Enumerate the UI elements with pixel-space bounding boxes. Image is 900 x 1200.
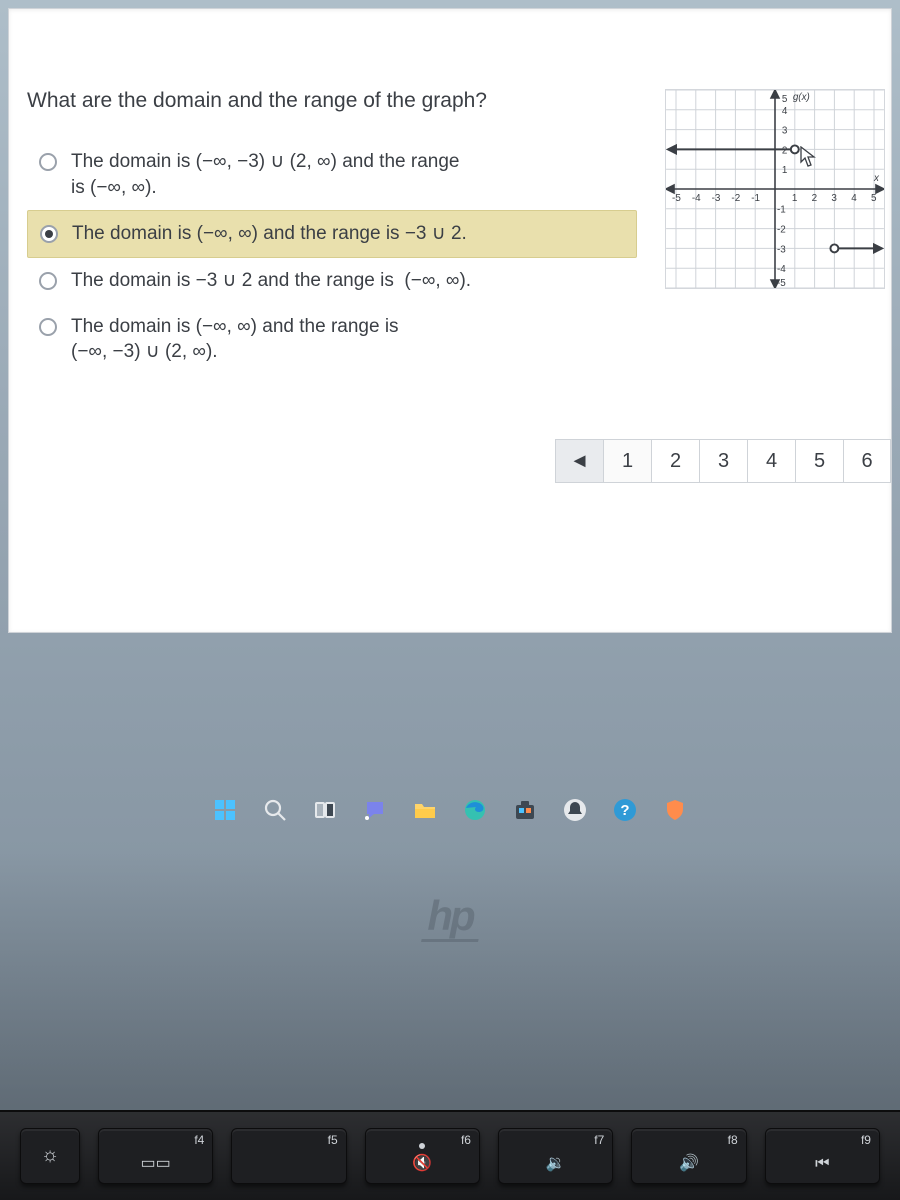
svg-text:g(x): g(x) [793, 92, 810, 103]
security-icon[interactable] [657, 792, 693, 828]
search-icon[interactable] [257, 792, 293, 828]
help-icon[interactable]: ? [607, 792, 643, 828]
svg-text:1: 1 [792, 193, 798, 204]
svg-text:-2: -2 [777, 225, 786, 236]
choice-text-a: The domain is (−∞, −3) ∪ (2, ∞) and the … [71, 149, 459, 200]
answer-choice-a[interactable]: The domain is (−∞, −3) ∪ (2, ∞) and the … [27, 139, 637, 210]
pager-page-5[interactable]: 5 [795, 439, 843, 483]
svg-text:?: ? [620, 802, 629, 819]
svg-text:3: 3 [831, 193, 837, 204]
pager-page-3[interactable]: 3 [699, 439, 747, 483]
radio-c[interactable] [39, 272, 57, 290]
svg-text:3: 3 [782, 126, 788, 137]
svg-text:2: 2 [812, 193, 818, 204]
screen-bezel-shadow [0, 850, 900, 1110]
key-f5[interactable]: f5 [231, 1128, 346, 1184]
svg-text:5: 5 [782, 94, 788, 105]
pager-prev-button[interactable]: ◄ [555, 439, 603, 483]
choice-text-b: The domain is (−∞, ∞) and the range is −… [72, 221, 467, 247]
answer-choice-d[interactable]: The domain is (−∞, ∞) and the range is (… [27, 304, 637, 375]
svg-text:4: 4 [782, 106, 788, 117]
start-icon[interactable] [207, 792, 243, 828]
pager-page-1[interactable]: 1 [603, 439, 651, 483]
svg-text:2: 2 [782, 145, 788, 156]
hp-logo: hp [427, 892, 472, 940]
taskview-icon[interactable] [307, 792, 343, 828]
laptop-keyboard: ☼ f4 ▭▭ f5 f6 🔇 f7 🔉 f8 🔊 f9 ⏮ [0, 1110, 900, 1200]
pager-page-4[interactable]: 4 [747, 439, 795, 483]
svg-text:1: 1 [782, 165, 788, 176]
svg-text:-2: -2 [731, 193, 740, 204]
key-f6[interactable]: f6 🔇 [365, 1128, 480, 1184]
choice-text-d: The domain is (−∞, ∞) and the range is (… [71, 314, 399, 365]
radio-b[interactable] [40, 225, 58, 243]
key-f4[interactable]: f4 ▭▭ [98, 1128, 213, 1184]
explorer-icon[interactable] [407, 792, 443, 828]
svg-text:-1: -1 [777, 205, 786, 216]
answer-choice-b[interactable]: The domain is (−∞, ∞) and the range is −… [27, 210, 637, 258]
choice-text-c: The domain is −3 ∪ 2 and the range is (−… [71, 268, 471, 294]
hp-bell-icon[interactable] [557, 792, 593, 828]
radio-d[interactable] [39, 318, 57, 336]
svg-text:-3: -3 [712, 193, 721, 204]
answer-choices: The domain is (−∞, −3) ∪ (2, ∞) and the … [27, 139, 637, 375]
question-title: What are the domain and the range of the… [27, 89, 487, 113]
svg-text:5: 5 [871, 193, 877, 204]
key-f9[interactable]: f9 ⏮ [765, 1128, 880, 1184]
graph-figure: 5 4 3 2 1 -1 -2 -3 -4 -5 -5 -4 -3 -2 -1 … [665, 89, 885, 289]
svg-text:-3: -3 [777, 244, 786, 255]
key-brightness[interactable]: ☼ [20, 1128, 80, 1184]
svg-text:-4: -4 [692, 193, 701, 204]
pager-page-6[interactable]: 6 [843, 439, 891, 483]
chat-icon[interactable] [357, 792, 393, 828]
svg-text:-4: -4 [777, 264, 786, 275]
svg-text:4: 4 [851, 193, 857, 204]
svg-text:-1: -1 [751, 193, 760, 204]
svg-text:-5: -5 [672, 193, 681, 204]
store-icon[interactable] [507, 792, 543, 828]
windows-taskbar: ? [207, 792, 693, 828]
answer-choice-c[interactable]: The domain is −3 ∪ 2 and the range is (−… [27, 258, 637, 304]
key-f8[interactable]: f8 🔊 [631, 1128, 746, 1184]
key-f7[interactable]: f7 🔉 [498, 1128, 613, 1184]
svg-text:x: x [873, 173, 880, 184]
quiz-panel: What are the domain and the range of the… [8, 8, 892, 633]
radio-a[interactable] [39, 153, 57, 171]
edge-icon[interactable] [457, 792, 493, 828]
pager-page-2[interactable]: 2 [651, 439, 699, 483]
svg-text:-5: -5 [777, 278, 786, 288]
question-pager: ◄ 1 2 3 4 5 6 [555, 439, 891, 483]
